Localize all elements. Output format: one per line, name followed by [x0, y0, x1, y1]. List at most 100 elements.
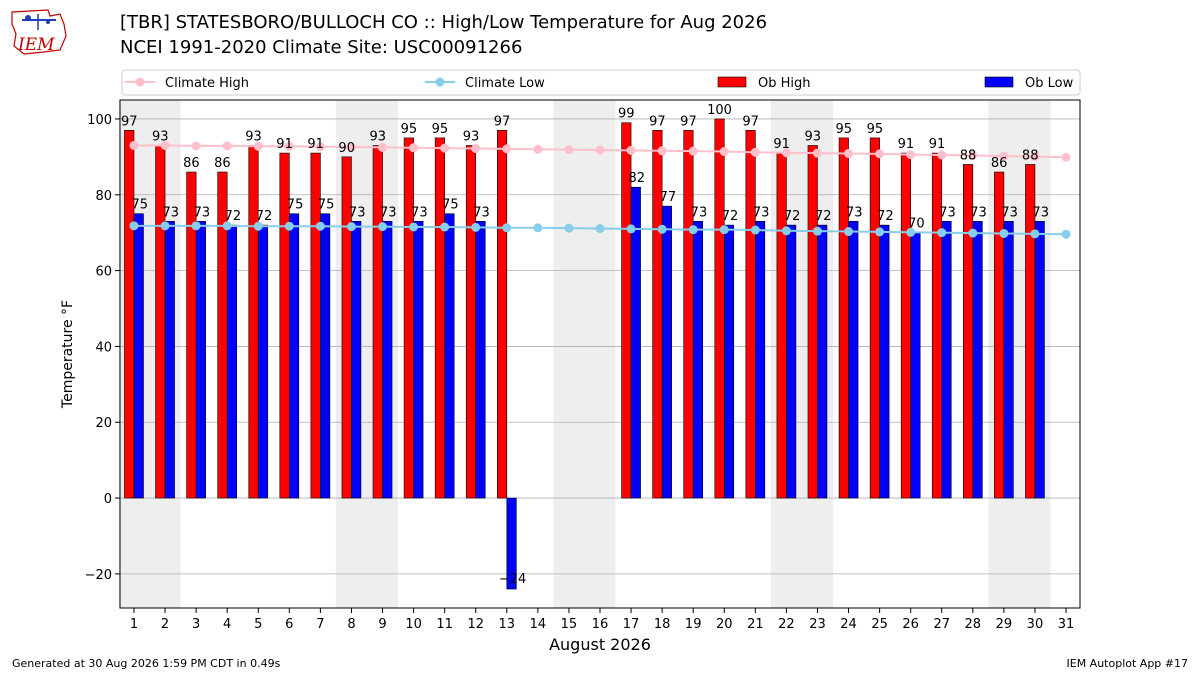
ob-high-label: 97 [649, 114, 666, 129]
x-tick-label: 8 [347, 617, 355, 632]
climate-high-point [129, 140, 139, 150]
ob-low-label: 73 [970, 205, 987, 220]
x-tick-label: 13 [499, 617, 516, 632]
ob-low-bar [817, 224, 828, 499]
climate-high-point [875, 149, 885, 159]
climate-low-point [1030, 229, 1040, 239]
ob-low-bar [879, 224, 890, 499]
ob-low-label: 77 [660, 190, 677, 205]
climate-low-point [440, 222, 450, 232]
x-tick-label: 24 [840, 617, 857, 632]
x-tick-label: 18 [654, 617, 671, 632]
x-tick-label: 19 [685, 617, 702, 632]
climate-high-point [688, 146, 698, 156]
ob-low-bar [723, 224, 735, 499]
legend-swatch [717, 76, 747, 88]
y-tick-label: 40 [95, 340, 112, 355]
ob-high-bar [248, 145, 259, 499]
legend-label: Climate High [165, 76, 249, 91]
ob-high-label: 97 [494, 114, 511, 129]
legend-marker [435, 77, 445, 87]
climate-high-point [284, 141, 294, 151]
ob-low-bar [506, 497, 517, 590]
ob-high-bar [838, 137, 849, 499]
ob-high-bar [496, 130, 508, 499]
ob-low-bar [692, 221, 704, 499]
climate-high-point [378, 142, 388, 152]
ob-high-bar [124, 130, 135, 499]
ob-high-label: 93 [463, 129, 480, 144]
ob-low-label: 73 [194, 205, 211, 220]
x-tick-label: 1 [130, 617, 138, 632]
ob-low-label: 75 [287, 198, 304, 213]
ob-high-bar [186, 171, 197, 499]
climate-high-point [564, 145, 574, 155]
x-tick-label: 2 [161, 617, 169, 632]
ob-high-bar [869, 137, 880, 499]
y-tick-label: 0 [104, 492, 112, 507]
y-tick-label: 80 [95, 189, 112, 204]
legend-label: Climate Low [465, 76, 545, 91]
legend-swatch [984, 76, 1014, 88]
ob-high-label: 91 [898, 137, 915, 152]
ob-high-label: 100 [707, 103, 732, 118]
climate-low-point [657, 224, 667, 234]
x-tick-label: 16 [592, 617, 609, 632]
climate-high-point [1061, 152, 1071, 162]
ob-low-label: 73 [753, 205, 770, 220]
ob-low-bar [1003, 221, 1014, 499]
ob-high-bar [434, 137, 445, 499]
svg-text:IEM: IEM [17, 35, 55, 55]
climate-low-point [564, 223, 574, 233]
y-tick-label: −20 [85, 568, 112, 583]
chart-subtitle: NCEI 1991-2020 Climate Site: USC00091266 [120, 37, 523, 58]
ob-low-label: 73 [163, 205, 180, 220]
ob-high-bar [465, 145, 477, 499]
ob-low-bar [413, 221, 424, 499]
ob-high-label: 95 [401, 122, 418, 137]
climate-low-point [346, 222, 356, 232]
climate-high-point [999, 151, 1009, 161]
ob-high-bar [683, 130, 694, 499]
climate-high-point [253, 141, 263, 151]
x-tick-label: 29 [996, 617, 1013, 632]
ob-high-bar [745, 130, 756, 499]
x-tick-label: 30 [1027, 617, 1044, 632]
ob-high-bar [776, 152, 787, 499]
climate-low-point [688, 225, 698, 235]
ob-low-bar [382, 221, 393, 499]
climate-low-point [409, 222, 419, 232]
ob-high-bar [714, 118, 725, 499]
ob-low-bar [630, 186, 641, 499]
x-tick-label: 4 [223, 617, 231, 632]
climate-high-point [346, 142, 356, 152]
climate-low-point [719, 225, 729, 235]
iem-logo: IEM [11, 9, 67, 55]
x-tick-label: 31 [1058, 617, 1075, 632]
ob-high-label: 99 [618, 107, 635, 122]
x-tick-label: 25 [871, 617, 888, 632]
climate-low-point [968, 228, 978, 238]
ob-low-bar [195, 221, 206, 499]
climate-high-point [719, 147, 729, 157]
ob-high-label: 86 [991, 156, 1008, 171]
ob-low-label: 73 [939, 205, 956, 220]
ob-high-label: 91 [276, 137, 293, 152]
x-tick-label: 23 [809, 617, 826, 632]
x-tick-label: 28 [965, 617, 982, 632]
climate-high-point [533, 144, 543, 154]
climate-high-point [160, 140, 170, 150]
ob-high-bar [807, 145, 818, 499]
ob-low-bar [1034, 221, 1045, 499]
ob-high-label: 95 [867, 122, 884, 137]
climate-low-point [129, 221, 139, 231]
ob-high-label: 91 [307, 137, 324, 152]
climate-low-point [315, 221, 325, 231]
climate-high-point [626, 145, 636, 155]
climate-high-point [844, 148, 854, 158]
climate-high-point [191, 141, 201, 151]
x-tick-label: 20 [716, 617, 733, 632]
climate-high-point [409, 143, 419, 153]
ob-high-label: 93 [245, 129, 262, 144]
climate-high-point [937, 150, 947, 160]
